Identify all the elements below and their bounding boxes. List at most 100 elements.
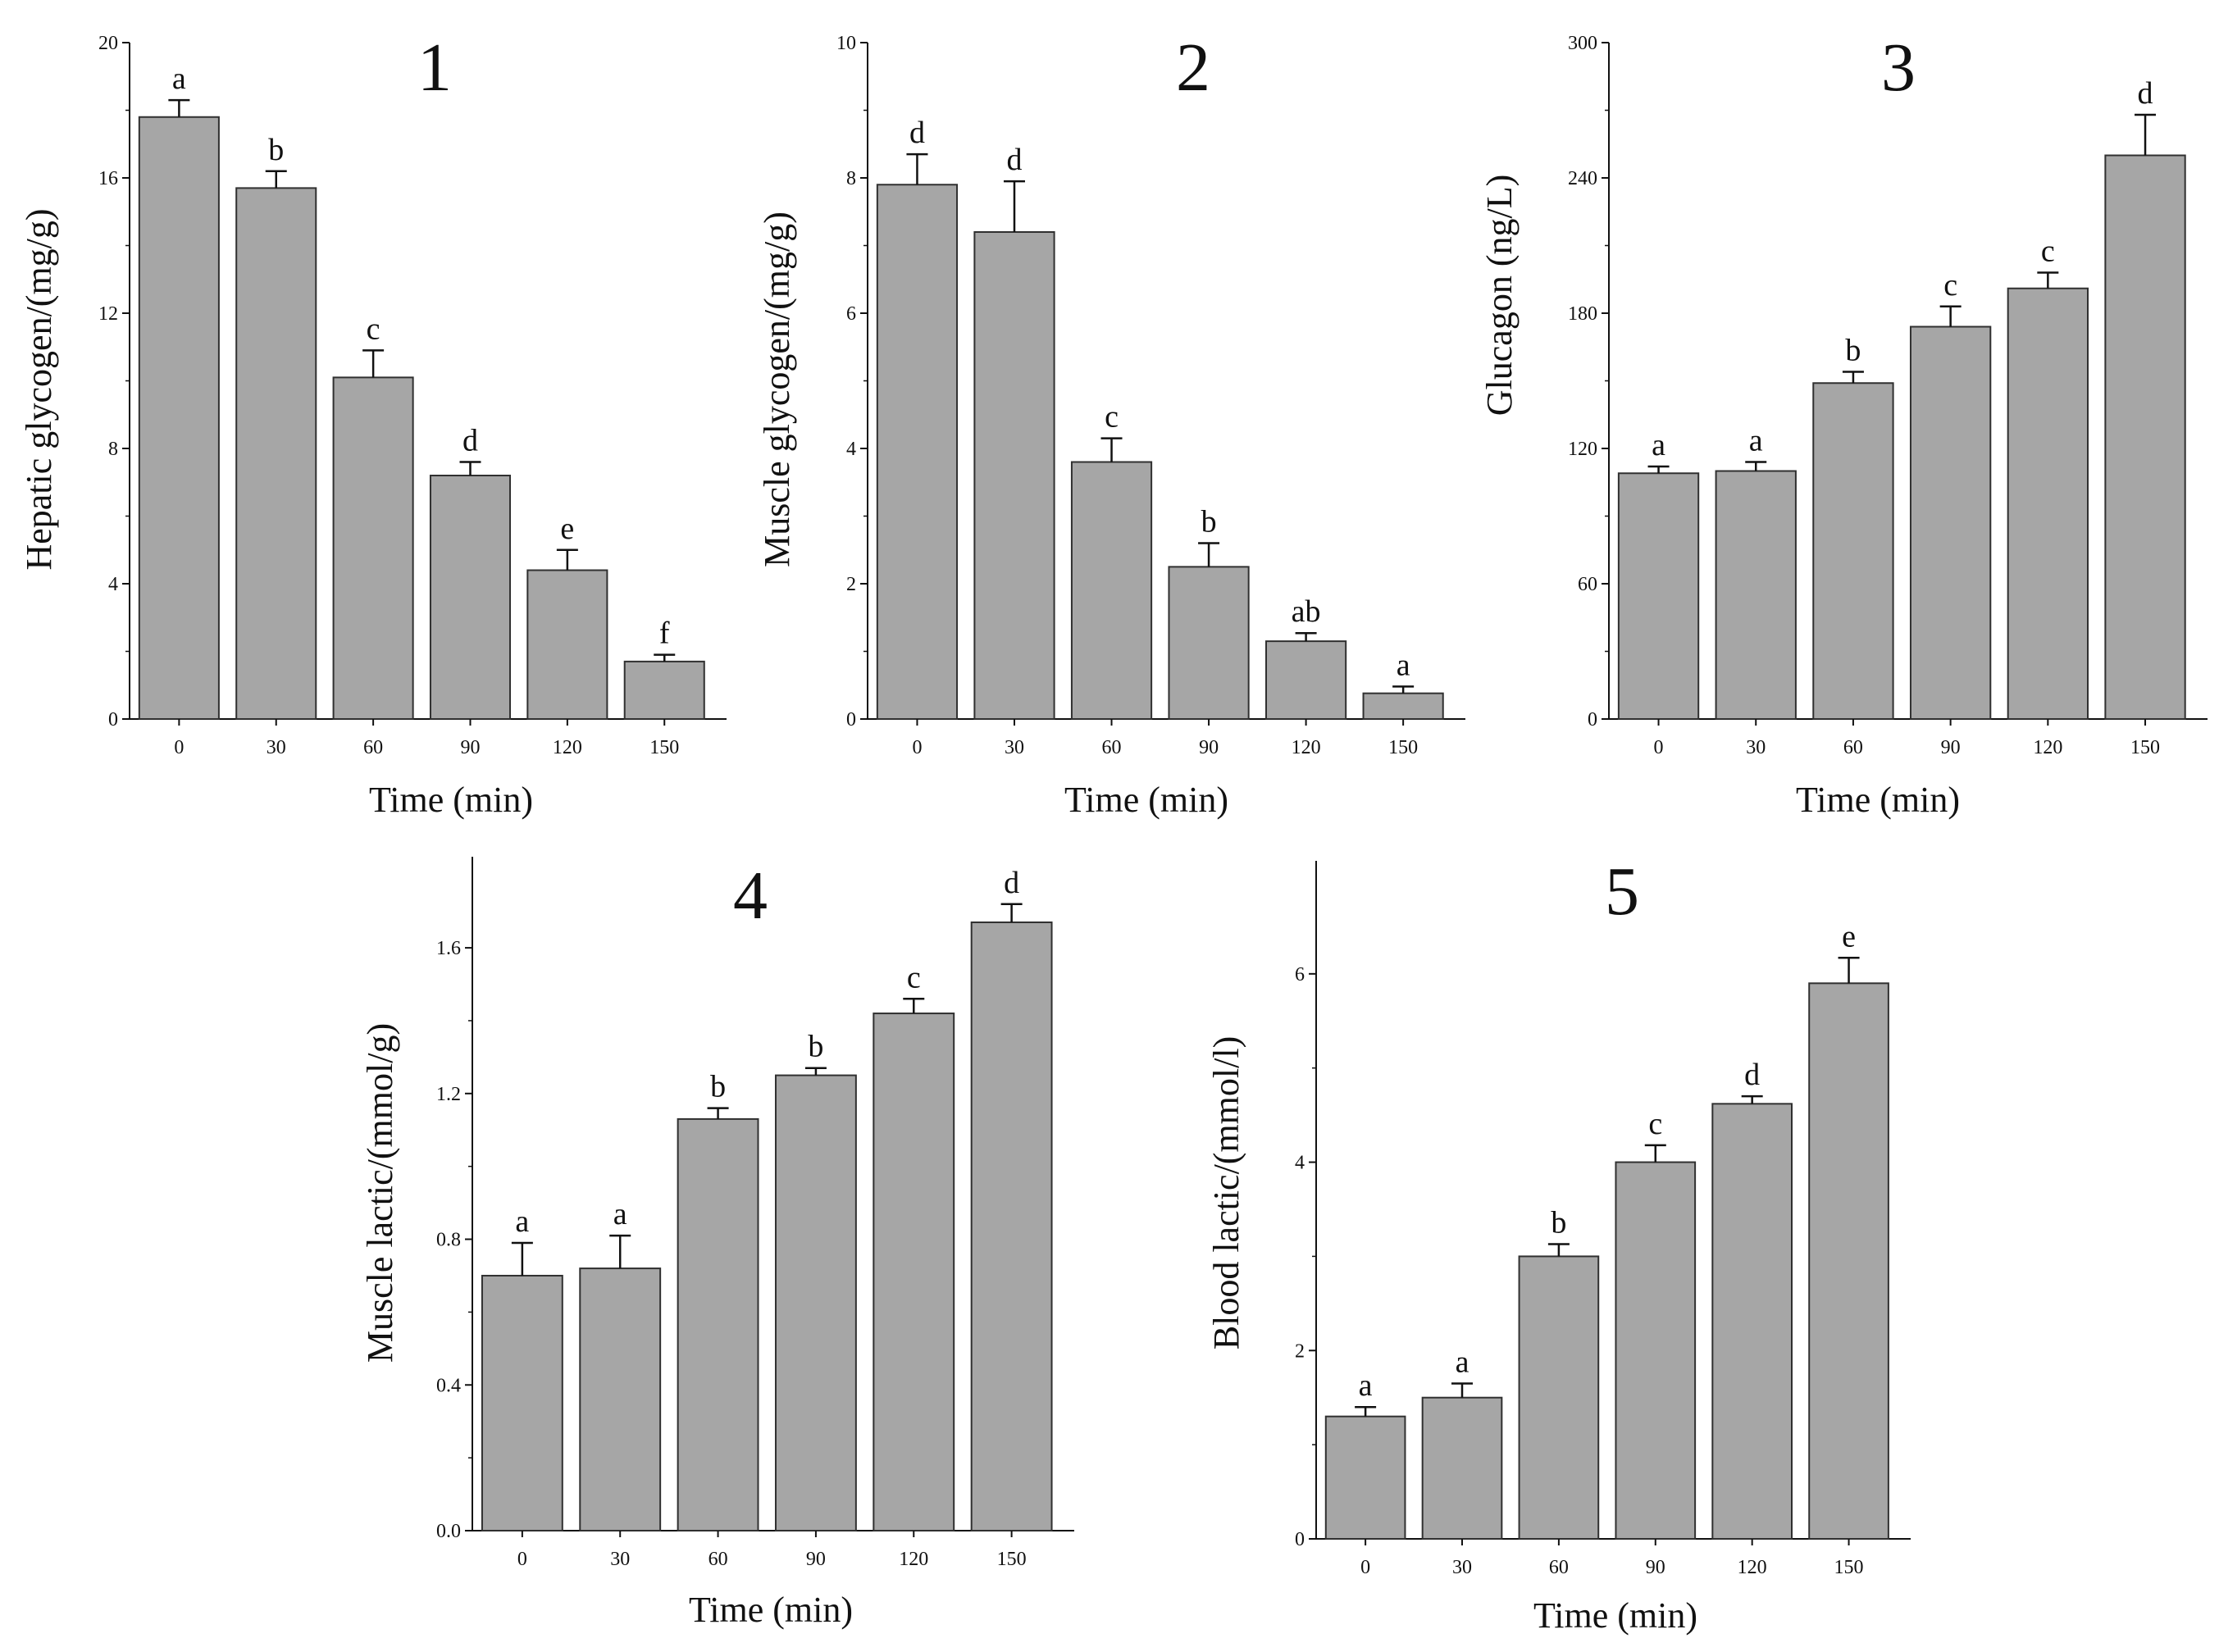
panel-number: 2 [1176, 30, 1210, 106]
y-tick-label: 0.8 [436, 1230, 461, 1251]
x-axis-label: Time (min) [689, 1590, 853, 1630]
x-tick-label: 0 [174, 737, 184, 758]
y-tick-label: 4 [108, 574, 118, 595]
y-axis-label: Blood lactic/(mmol/l) [1206, 1036, 1246, 1350]
y-tick-label: 8 [846, 168, 856, 189]
significance-label: c [2041, 234, 2055, 269]
significance-label: d [2138, 76, 2153, 111]
bar [1324, 1415, 1406, 1540]
y-axis-label: Hepatic glycogen/(mg/g) [19, 208, 59, 570]
y-tick-label: 2 [1295, 1340, 1305, 1362]
x-tick-label: 30 [1452, 1557, 1472, 1578]
bar [970, 921, 1053, 1531]
significance-label: a [1749, 424, 1763, 458]
bar [2007, 287, 2089, 720]
significance-label: b [1551, 1205, 1566, 1240]
x-axis-label: Time (min) [1796, 780, 1960, 820]
panel-number: 1 [417, 30, 452, 106]
significance-label: a [1359, 1368, 1373, 1403]
x-tick-label: 90 [460, 737, 480, 758]
x-tick-label: 0 [912, 737, 922, 758]
significance-label: e [560, 512, 574, 546]
x-tick-label: 90 [806, 1549, 826, 1570]
y-tick-label: 4 [846, 439, 856, 460]
x-axis-label: Time (min) [1533, 1595, 1697, 1636]
panel-number: 5 [1605, 853, 1639, 930]
bar [2104, 154, 2186, 720]
bar [623, 660, 705, 720]
bar [677, 1117, 759, 1532]
bar [1808, 982, 1889, 1540]
significance-label: d [1006, 143, 1022, 177]
y-tick-label: 0 [1588, 709, 1597, 730]
x-tick-label: 60 [1549, 1557, 1569, 1578]
bar [332, 376, 414, 720]
y-tick-label: 10 [836, 33, 856, 54]
y-tick-label: 6 [846, 303, 856, 325]
bar [1421, 1396, 1503, 1541]
x-tick-label: 30 [1005, 737, 1024, 758]
significance-label: e [1842, 919, 1856, 953]
significance-label: a [1652, 428, 1665, 462]
y-tick-label: 0 [1295, 1529, 1305, 1550]
significance-label: c [1943, 268, 1957, 303]
x-axis-label: Time (min) [1064, 780, 1228, 820]
chart-panel-4: 0.0 0.4 0.8 1.2 1.6 a 0 a 30 b 60 b 90 c 120 d 150 4 Time … [360, 857, 1074, 1630]
x-tick-label: 30 [267, 737, 286, 758]
x-tick-label: 150 [997, 1549, 1027, 1570]
significance-label: b [1845, 334, 1861, 368]
y-tick-label: 6 [1295, 964, 1305, 985]
significance-label: f [659, 617, 670, 651]
significance-label: b [1201, 505, 1217, 539]
significance-label: a [613, 1197, 627, 1231]
significance-label: d [1744, 1058, 1760, 1092]
significance-label: a [1456, 1345, 1469, 1379]
y-tick-label: 2 [846, 574, 856, 595]
bar [579, 1267, 662, 1531]
significance-label: c [1648, 1107, 1662, 1141]
bar [774, 1074, 857, 1531]
bar [973, 231, 1055, 720]
chart-panel-1: 0 4 8 12 16 20 a 0 b 30 c 60 d 90 e 120 f 150 1 Time (min) H… [19, 30, 727, 820]
bar [1617, 472, 1700, 720]
x-tick-label: 120 [1738, 1557, 1767, 1578]
bar [1168, 566, 1250, 720]
bar [138, 116, 220, 720]
x-tick-label: 90 [1199, 737, 1219, 758]
significance-label: c [367, 312, 380, 346]
y-tick-label: 20 [98, 33, 118, 54]
x-tick-label: 120 [1292, 737, 1321, 758]
y-tick-label: 300 [1568, 33, 1597, 54]
chart-panel-5: 0 2 4 6 a 0 a 30 b 60 c 90 d 120 e 150 5 Time (min) Blood … [1206, 853, 1911, 1636]
y-tick-label: 0 [846, 709, 856, 730]
bar [1812, 382, 1894, 720]
panel-number: 3 [1881, 30, 1916, 106]
bar [481, 1274, 563, 1532]
x-tick-label: 150 [2130, 737, 2160, 758]
x-tick-label: 60 [1843, 737, 1863, 758]
y-tick-label: 4 [1295, 1153, 1305, 1174]
x-tick-label: 120 [553, 737, 582, 758]
bar [1265, 640, 1347, 720]
x-tick-label: 0 [1654, 737, 1664, 758]
bar [429, 475, 512, 720]
significance-label: c [907, 960, 921, 994]
y-tick-label: 8 [108, 439, 118, 460]
x-tick-label: 120 [2033, 737, 2062, 758]
y-tick-label: 60 [1578, 574, 1597, 595]
chart-panel-3: 0 60 120 180 240 300 a 0 a 30 b 60 c 90 c 120 d 150 3 Time … [1479, 30, 2208, 820]
x-tick-label: 30 [1746, 737, 1766, 758]
significance-label: d [909, 116, 925, 150]
y-tick-label: 1.2 [436, 1084, 461, 1105]
panel-number: 4 [733, 858, 768, 934]
significance-label: b [268, 133, 284, 167]
significance-label: b [808, 1030, 823, 1064]
bar [235, 187, 317, 720]
y-tick-label: 120 [1568, 439, 1597, 460]
bar [1615, 1161, 1697, 1540]
significance-label: a [1397, 648, 1410, 682]
significance-label: d [1004, 866, 1019, 900]
y-tick-label: 0 [108, 709, 118, 730]
x-tick-label: 120 [899, 1549, 928, 1570]
